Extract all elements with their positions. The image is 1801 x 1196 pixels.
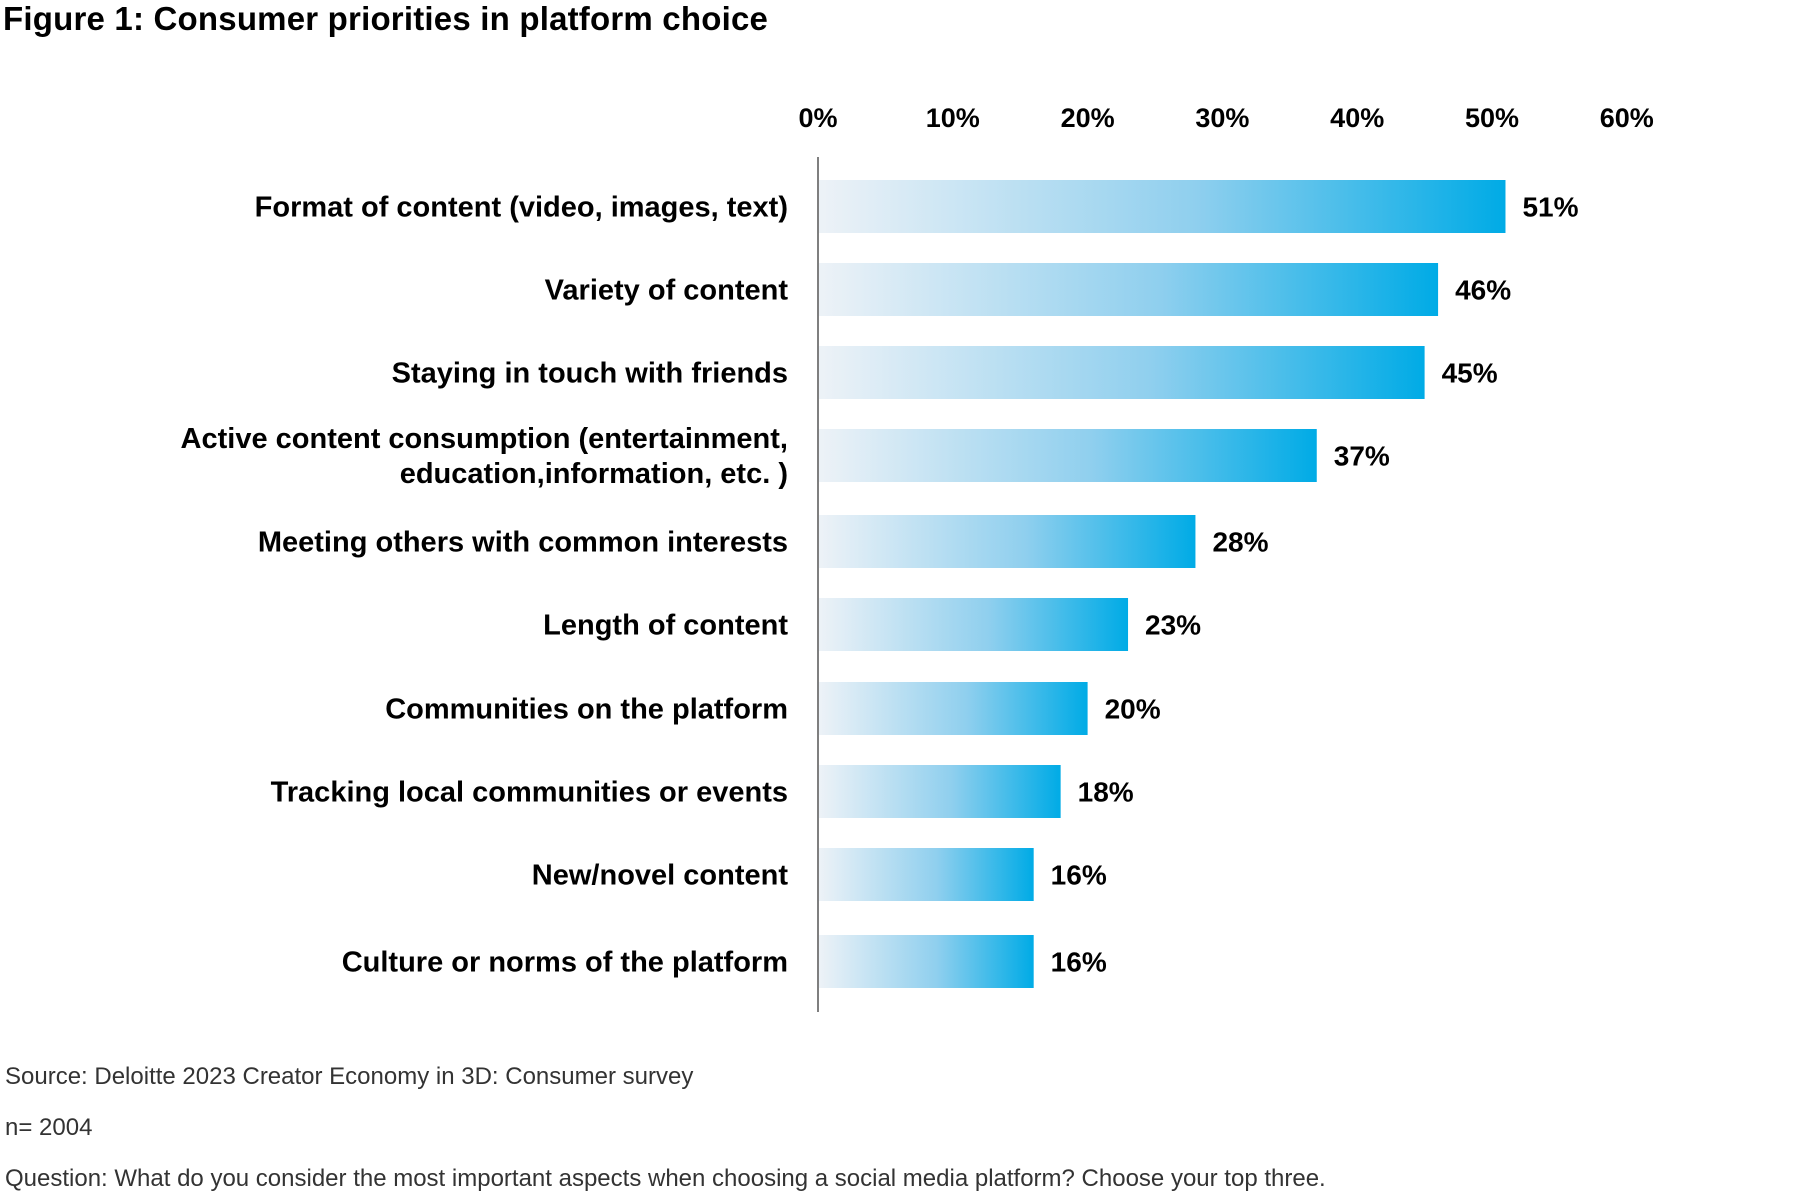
bar-value-label: 37% [1334,441,1390,472]
category-label: Tracking local communities or events [271,777,788,809]
x-tick-label: 40% [1330,103,1384,133]
bars-group: 51% Format of content (video, images, tex… [181,180,1579,988]
bar-value-label: 16% [1051,947,1107,978]
bar [819,682,1088,735]
category-label: Format of content (video, images, text) [255,192,788,224]
bar [819,765,1061,818]
bar [819,935,1034,988]
bar [819,429,1317,482]
source-note: Source: Deloitte 2023 Creator Economy in… [5,1063,694,1090]
bar [819,515,1196,568]
category-label-line: Format of content (video, images, text) [255,192,788,224]
category-label-line: Length of content [543,610,788,642]
bar-value-label: 20% [1105,694,1161,725]
category-label: Active content consumption (entertainmen… [181,423,788,490]
bar [819,180,1506,233]
category-label: Culture or norms of the platform [342,947,788,979]
category-label-line: Meeting others with common interests [258,527,788,559]
x-tick-label: 50% [1465,103,1519,133]
bar-value-label: 51% [1522,192,1578,223]
bar-value-label: 23% [1145,610,1201,641]
question-note: Question: What do you consider the most … [5,1165,1326,1192]
category-label-line: Communities on the platform [385,694,788,726]
x-tick-label: 0% [798,103,837,133]
bar-value-label: 16% [1051,860,1107,891]
category-label: Staying in touch with friends [392,358,788,390]
bar [819,848,1034,901]
bar-value-label: 46% [1455,275,1511,306]
x-tick-label: 60% [1600,103,1654,133]
category-label: New/novel content [532,860,789,892]
chart-title: Figure 1: Consumer priorities in platfor… [3,0,769,37]
bar-value-label: 28% [1212,527,1268,558]
bar [819,346,1425,399]
category-label-line: Tracking local communities or events [271,777,788,809]
category-label-line: Active content consumption (entertainmen… [181,423,788,455]
bar [819,263,1439,316]
category-label-line: Staying in touch with friends [392,358,788,390]
x-axis-ticks: 0% 10% 20% 30% 40% 50% 60% [798,103,1653,133]
category-label-line: education,information, etc. ) [400,458,788,490]
x-tick-label: 20% [1061,103,1115,133]
bar-value-label: 18% [1078,777,1134,808]
category-label: Communities on the platform [385,694,788,726]
category-label-line: Culture or norms of the platform [342,947,788,979]
category-label-line: New/novel content [532,860,789,892]
x-tick-label: 10% [926,103,980,133]
category-label: Length of content [543,610,788,642]
category-label-line: Variety of content [545,275,789,307]
category-label: Variety of content [545,275,789,307]
bar [819,598,1129,651]
category-label: Meeting others with common interests [258,527,788,559]
sample-size-note: n= 2004 [5,1114,93,1141]
x-tick-label: 30% [1195,103,1249,133]
bar-value-label: 45% [1442,358,1498,389]
